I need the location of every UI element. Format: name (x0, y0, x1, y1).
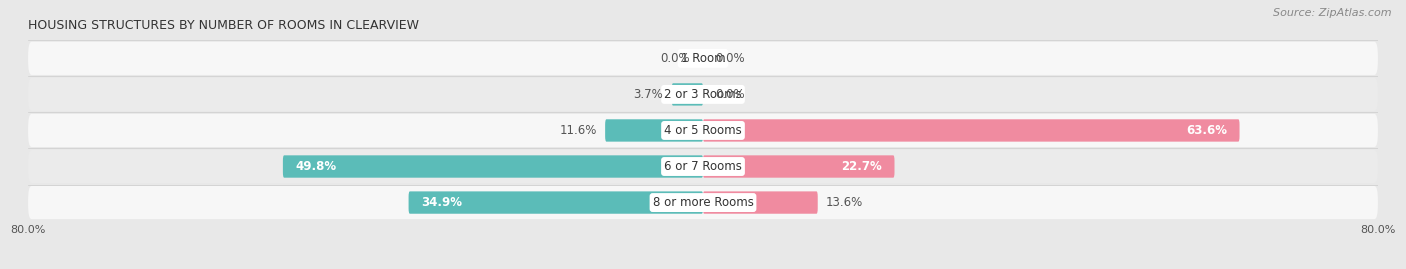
Text: 63.6%: 63.6% (1185, 124, 1227, 137)
Text: 34.9%: 34.9% (422, 196, 463, 209)
Text: 11.6%: 11.6% (560, 124, 596, 137)
Text: 0.0%: 0.0% (716, 88, 745, 101)
Text: 8 or more Rooms: 8 or more Rooms (652, 196, 754, 209)
Text: 13.6%: 13.6% (827, 196, 863, 209)
FancyBboxPatch shape (28, 42, 1378, 75)
FancyBboxPatch shape (28, 150, 1378, 183)
Text: 49.8%: 49.8% (295, 160, 336, 173)
Text: 6 or 7 Rooms: 6 or 7 Rooms (664, 160, 742, 173)
Text: Source: ZipAtlas.com: Source: ZipAtlas.com (1274, 8, 1392, 18)
FancyBboxPatch shape (283, 155, 703, 178)
FancyBboxPatch shape (28, 114, 1378, 147)
FancyBboxPatch shape (703, 119, 1240, 142)
Text: HOUSING STRUCTURES BY NUMBER OF ROOMS IN CLEARVIEW: HOUSING STRUCTURES BY NUMBER OF ROOMS IN… (28, 19, 419, 32)
FancyBboxPatch shape (703, 191, 818, 214)
Text: 22.7%: 22.7% (841, 160, 882, 173)
FancyBboxPatch shape (409, 191, 703, 214)
FancyBboxPatch shape (28, 78, 1378, 111)
Text: 0.0%: 0.0% (716, 52, 745, 65)
FancyBboxPatch shape (28, 186, 1378, 219)
FancyBboxPatch shape (605, 119, 703, 142)
Text: 2 or 3 Rooms: 2 or 3 Rooms (664, 88, 742, 101)
Text: 4 or 5 Rooms: 4 or 5 Rooms (664, 124, 742, 137)
Text: 3.7%: 3.7% (634, 88, 664, 101)
FancyBboxPatch shape (703, 155, 894, 178)
Text: 1 Room: 1 Room (681, 52, 725, 65)
Text: 0.0%: 0.0% (661, 52, 690, 65)
FancyBboxPatch shape (672, 83, 703, 106)
